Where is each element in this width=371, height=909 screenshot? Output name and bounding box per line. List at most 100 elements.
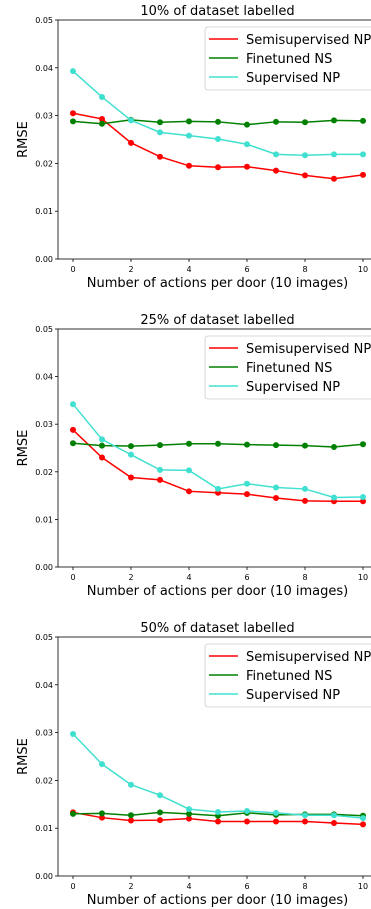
- data-point: [360, 117, 366, 124]
- data-point: [99, 454, 105, 461]
- data-point: [244, 141, 250, 148]
- data-point: [273, 442, 279, 449]
- x-axis-label: Number of actions per door (10 images): [87, 276, 348, 291]
- data-point: [99, 761, 105, 768]
- y-tick-label: 0.05: [35, 325, 53, 334]
- chart-panel-1: 10% of dataset labelled 0.00 0.01 0.02 0.03 0…: [16, 4, 371, 291]
- data-point: [273, 809, 279, 816]
- data-point: [99, 814, 105, 821]
- data-point: [128, 139, 134, 146]
- y-tick-label: 0.01: [35, 824, 53, 833]
- y-axis-label: RMSE: [16, 121, 31, 158]
- data-point: [215, 440, 221, 447]
- data-point: [186, 810, 192, 817]
- data-point: [128, 817, 134, 824]
- x-tick-label: 6: [244, 265, 249, 274]
- data-point: [302, 812, 308, 819]
- chart-panel-2: 25% of dataset labelled 0.00 0.01 0.02 0.03 0…: [16, 313, 371, 599]
- x-axis-label: Number of actions per door (10 images): [87, 893, 348, 908]
- data-point: [186, 162, 192, 169]
- data-point: [99, 93, 105, 100]
- data-point: [186, 806, 192, 813]
- data-point: [215, 485, 221, 492]
- data-point: [186, 440, 192, 447]
- x-tick-label: 2: [128, 265, 133, 274]
- data-point: [273, 167, 279, 174]
- x-tick-label: 10: [358, 882, 368, 891]
- y-tick-label: 0.02: [35, 776, 53, 785]
- data-point: [244, 441, 250, 448]
- x-tick-label: 10: [358, 265, 368, 274]
- legend-label: Semisupervised NP: [246, 342, 371, 357]
- data-point: [128, 781, 134, 788]
- data-point: [128, 474, 134, 481]
- y-axis-label: RMSE: [16, 430, 31, 467]
- x-tick-label: 6: [244, 882, 249, 891]
- data-point: [186, 132, 192, 139]
- x-tick-label: 8: [302, 265, 307, 274]
- x-tick-label: 8: [302, 573, 307, 582]
- x-tick-label: 2: [128, 573, 133, 582]
- chart-title: 25% of dataset labelled: [140, 313, 294, 328]
- x-axis-label: Number of actions per door (10 images): [87, 584, 348, 599]
- y-tick-label: 0.03: [35, 420, 53, 429]
- legend-label: Finetuned NS: [246, 361, 332, 376]
- legend-label: Supervised NP: [246, 380, 340, 395]
- legend-box: [204, 26, 371, 91]
- y-tick-label: 0.02: [35, 468, 53, 477]
- data-point: [99, 436, 105, 443]
- data-point: [302, 818, 308, 825]
- legend-label: Semisupervised NP: [246, 650, 371, 665]
- data-point: [215, 808, 221, 815]
- data-point: [302, 152, 308, 159]
- data-point: [215, 136, 221, 143]
- data-point: [99, 120, 105, 127]
- data-point: [157, 119, 163, 126]
- data-point: [70, 731, 76, 738]
- data-point: [360, 815, 366, 822]
- y-tick-label: 0.01: [35, 207, 53, 216]
- data-point: [215, 164, 221, 171]
- chart-panel-3: 50% of dataset labelled 0.00 0.01 0.02 0.03 0…: [16, 621, 371, 908]
- data-point: [99, 810, 105, 817]
- data-point: [244, 818, 250, 825]
- data-point: [99, 442, 105, 449]
- legend-label: Supervised NP: [246, 688, 340, 703]
- data-point: [157, 809, 163, 816]
- data-point: [360, 441, 366, 448]
- data-point: [70, 810, 76, 817]
- data-point: [186, 467, 192, 474]
- data-point: [273, 484, 279, 491]
- plot-frame: [57, 328, 371, 568]
- data-point: [331, 812, 337, 819]
- data-point: [70, 110, 76, 117]
- data-point: [331, 819, 337, 826]
- y-tick-label: 0.04: [35, 64, 53, 73]
- data-point: [157, 792, 163, 799]
- x-tick-label: 4: [186, 573, 191, 582]
- y-tick-label: 0.03: [35, 729, 53, 738]
- plot-frame: [57, 19, 371, 260]
- legend-label: Supervised NP: [246, 71, 340, 86]
- data-point: [244, 491, 250, 498]
- y-tick-label: 0.02: [35, 159, 53, 168]
- y-tick-label: 0.04: [35, 373, 53, 382]
- data-point: [157, 466, 163, 473]
- chart-title: 50% of dataset labelled: [140, 621, 294, 636]
- data-point: [331, 444, 337, 451]
- x-tick-label: 4: [186, 882, 191, 891]
- data-point: [99, 115, 105, 122]
- data-point: [360, 494, 366, 501]
- data-point: [244, 121, 250, 128]
- data-point: [244, 163, 250, 170]
- x-tick-label: 0: [70, 265, 75, 274]
- series-line-3: [72, 403, 364, 499]
- data-point: [70, 440, 76, 447]
- data-point: [70, 68, 76, 75]
- data-point: [128, 443, 134, 450]
- data-point: [186, 815, 192, 822]
- y-tick-label: 0.00: [35, 872, 53, 881]
- data-point: [302, 172, 308, 179]
- data-point: [360, 821, 366, 828]
